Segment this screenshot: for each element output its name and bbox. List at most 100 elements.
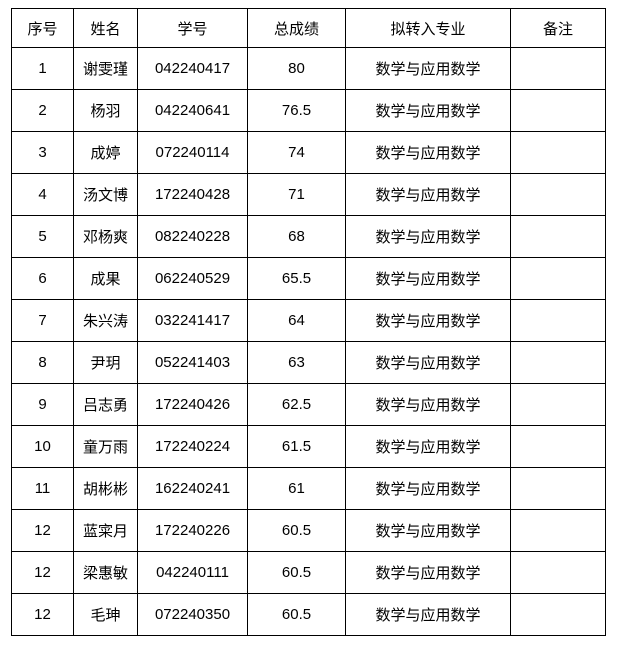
cell-name: 毛珅 — [73, 593, 138, 636]
cell-student-id: 052241403 — [137, 341, 248, 384]
table-row: 11 胡彬彬 162240241 61 数学与应用数学 — [11, 467, 606, 510]
cell-total-score: 74 — [247, 131, 346, 174]
table-row: 10 童万雨 172240224 61.5 数学与应用数学 — [11, 425, 606, 468]
header-total-score: 总成绩 — [247, 8, 346, 48]
cell-remarks — [510, 173, 606, 216]
table-row: 12 毛珅 072240350 60.5 数学与应用数学 — [11, 593, 606, 636]
cell-remarks — [510, 467, 606, 510]
cell-remarks — [510, 509, 606, 552]
cell-target-major: 数学与应用数学 — [345, 131, 511, 174]
cell-target-major: 数学与应用数学 — [345, 341, 511, 384]
cell-target-major: 数学与应用数学 — [345, 467, 511, 510]
cell-target-major: 数学与应用数学 — [345, 215, 511, 258]
table-row: 12 梁惠敏 042240111 60.5 数学与应用数学 — [11, 551, 606, 594]
table-row: 3 成婷 072240114 74 数学与应用数学 — [11, 131, 606, 174]
cell-name: 吕志勇 — [73, 383, 138, 426]
header-index: 序号 — [11, 8, 74, 48]
cell-total-score: 63 — [247, 341, 346, 384]
cell-name: 谢雯瑾 — [73, 47, 138, 90]
cell-name: 胡彬彬 — [73, 467, 138, 510]
cell-remarks — [510, 341, 606, 384]
cell-name: 童万雨 — [73, 425, 138, 468]
cell-name: 尹玥 — [73, 341, 138, 384]
cell-name: 杨羽 — [73, 89, 138, 132]
cell-index: 12 — [11, 551, 74, 594]
cell-target-major: 数学与应用数学 — [345, 551, 511, 594]
cell-name: 蓝寀月 — [73, 509, 138, 552]
table-row: 5 邓杨爽 082240228 68 数学与应用数学 — [11, 215, 606, 258]
cell-remarks — [510, 383, 606, 426]
cell-remarks — [510, 551, 606, 594]
cell-remarks — [510, 425, 606, 468]
cell-index: 8 — [11, 341, 74, 384]
cell-name: 梁惠敏 — [73, 551, 138, 594]
cell-index: 4 — [11, 173, 74, 216]
table-body: 1 谢雯瑾 042240417 80 数学与应用数学 2 杨羽 042240641 76.5 数学… — [11, 47, 606, 636]
cell-total-score: 80 — [247, 47, 346, 90]
cell-student-id: 032241417 — [137, 299, 248, 342]
header-name: 姓名 — [73, 8, 138, 48]
cell-student-id: 082240228 — [137, 215, 248, 258]
header-remarks: 备注 — [510, 8, 606, 48]
cell-student-id: 172240224 — [137, 425, 248, 468]
table-row: 8 尹玥 052241403 63 数学与应用数学 — [11, 341, 606, 384]
table-row: 6 成果 062240529 65.5 数学与应用数学 — [11, 257, 606, 300]
table-row: 2 杨羽 042240641 76.5 数学与应用数学 — [11, 89, 606, 132]
cell-target-major: 数学与应用数学 — [345, 383, 511, 426]
cell-index: 9 — [11, 383, 74, 426]
cell-total-score: 68 — [247, 215, 346, 258]
cell-student-id: 072240114 — [137, 131, 248, 174]
cell-name: 成果 — [73, 257, 138, 300]
header-student-id: 学号 — [137, 8, 248, 48]
cell-remarks — [510, 593, 606, 636]
cell-index: 1 — [11, 47, 74, 90]
cell-index: 6 — [11, 257, 74, 300]
cell-target-major: 数学与应用数学 — [345, 257, 511, 300]
cell-student-id: 072240350 — [137, 593, 248, 636]
cell-total-score: 62.5 — [247, 383, 346, 426]
cell-student-id: 172240428 — [137, 173, 248, 216]
cell-target-major: 数学与应用数学 — [345, 173, 511, 216]
cell-total-score: 76.5 — [247, 89, 346, 132]
cell-remarks — [510, 257, 606, 300]
header-row: 序号 姓名 学号 总成绩 拟转入专业 备注 — [11, 8, 606, 48]
cell-total-score: 60.5 — [247, 551, 346, 594]
cell-name: 汤文博 — [73, 173, 138, 216]
cell-name: 朱兴涛 — [73, 299, 138, 342]
cell-total-score: 71 — [247, 173, 346, 216]
cell-name: 成婷 — [73, 131, 138, 174]
table-row: 7 朱兴涛 032241417 64 数学与应用数学 — [11, 299, 606, 342]
header-target-major: 拟转入专业 — [345, 8, 511, 48]
cell-student-id: 162240241 — [137, 467, 248, 510]
cell-index: 2 — [11, 89, 74, 132]
cell-student-id: 062240529 — [137, 257, 248, 300]
cell-total-score: 60.5 — [247, 509, 346, 552]
cell-student-id: 172240226 — [137, 509, 248, 552]
cell-total-score: 65.5 — [247, 257, 346, 300]
table-row: 1 谢雯瑾 042240417 80 数学与应用数学 — [11, 47, 606, 90]
cell-remarks — [510, 47, 606, 90]
cell-index: 10 — [11, 425, 74, 468]
cell-target-major: 数学与应用数学 — [345, 89, 511, 132]
cell-index: 12 — [11, 593, 74, 636]
cell-student-id: 042240111 — [137, 551, 248, 594]
cell-remarks — [510, 89, 606, 132]
cell-target-major: 数学与应用数学 — [345, 425, 511, 468]
cell-target-major: 数学与应用数学 — [345, 299, 511, 342]
cell-index: 11 — [11, 467, 74, 510]
cell-student-id: 042240417 — [137, 47, 248, 90]
table-row: 9 吕志勇 172240426 62.5 数学与应用数学 — [11, 383, 606, 426]
cell-index: 12 — [11, 509, 74, 552]
student-transfer-score-table: 序号 姓名 学号 总成绩 拟转入专业 备注 1 谢雯瑾 042240417 80 数学与… — [11, 8, 606, 636]
cell-student-id: 172240426 — [137, 383, 248, 426]
cell-remarks — [510, 215, 606, 258]
cell-index: 7 — [11, 299, 74, 342]
cell-total-score: 61 — [247, 467, 346, 510]
cell-index: 5 — [11, 215, 74, 258]
cell-remarks — [510, 299, 606, 342]
table-row: 4 汤文博 172240428 71 数学与应用数学 — [11, 173, 606, 216]
cell-index: 3 — [11, 131, 74, 174]
cell-target-major: 数学与应用数学 — [345, 47, 511, 90]
cell-target-major: 数学与应用数学 — [345, 593, 511, 636]
